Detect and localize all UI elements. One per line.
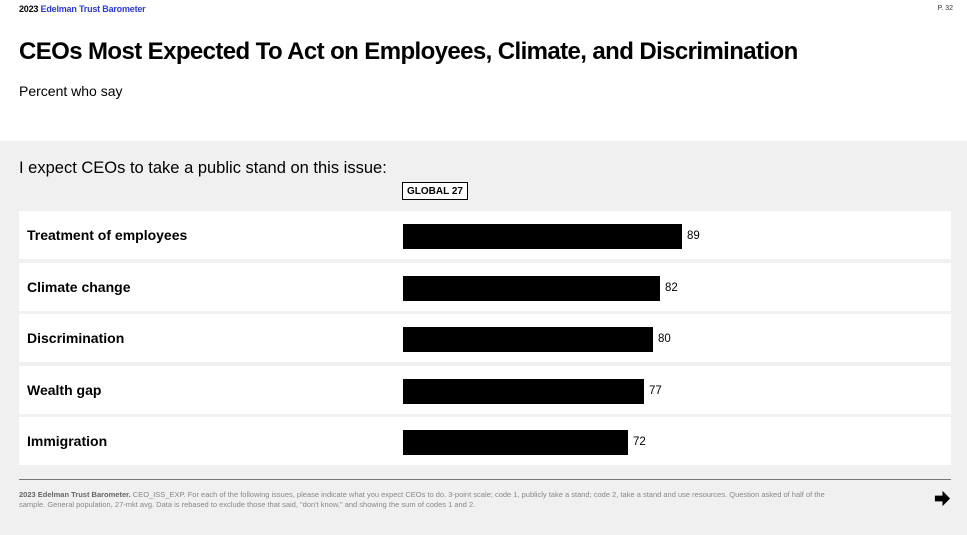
bar [403,276,660,301]
page-subtitle: Percent who say [19,83,123,99]
category-label: Immigration [27,433,108,449]
page-title: CEOs Most Expected To Act on Employees, … [19,38,798,65]
survey-question: I expect CEOs to take a public stand on … [19,159,387,177]
category-label: Treatment of employees [27,227,188,243]
bar [403,327,653,352]
value-label: 82 [665,282,678,294]
bar [403,430,628,455]
brand-logo: 2023 Edelman Trust Barometer [19,4,146,14]
value-label: 72 [633,436,646,448]
footnote: 2023 Edelman Trust Barometer. CEO_ISS_EX… [19,490,839,510]
category-label: Discrimination [27,330,125,346]
footer-divider [19,479,951,480]
bar [403,224,682,249]
value-label: 77 [649,385,662,397]
brand-name: Edelman Trust Barometer [40,4,146,14]
header-panel [0,0,967,141]
footnote-source: 2023 Edelman Trust Barometer. [19,490,131,499]
footnote-text: CEO_ISS_EXP. For each of the following i… [19,490,825,509]
category-label: Wealth gap [27,382,102,398]
value-label: 80 [658,333,671,345]
series-label: GLOBAL 27 [402,182,468,200]
page-number: P. 32 [937,5,953,12]
value-label: 89 [687,230,700,242]
bar [403,379,644,404]
category-label: Climate change [27,279,131,295]
brand-year: 2023 [19,4,39,14]
arrow-right-icon[interactable] [933,489,952,508]
